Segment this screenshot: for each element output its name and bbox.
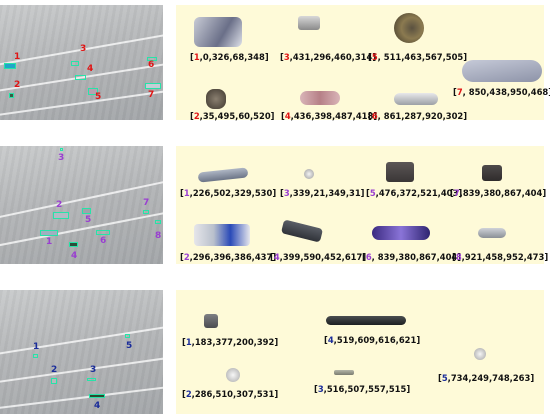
detection-box xyxy=(4,63,16,69)
row-2: 3 2 5 7 6 8 1 4 [1,226,502,329,530] [3,3… xyxy=(0,142,550,264)
aerial-image-3: 1 5 2 3 4 xyxy=(0,290,163,414)
row-1: 1 2 3 4 5 6 7 [1,0,326,68,348] [3,431,29… xyxy=(0,0,550,125)
debris-crop xyxy=(372,226,430,240)
debris-crop xyxy=(300,91,340,105)
crop-caption: [2,35,495,60,520] xyxy=(190,111,275,121)
detection-box xyxy=(9,93,14,98)
detection-box xyxy=(145,83,161,89)
debris-crop xyxy=(394,93,438,105)
detection-box xyxy=(71,61,79,66)
aerial-marker: 8 xyxy=(155,231,162,241)
row-3: 1 5 2 3 4 [1,183,377,200,392] [4,519,609… xyxy=(0,288,550,416)
debris-crop xyxy=(206,89,226,109)
aerial-marker: 2 xyxy=(51,365,58,375)
detection-box xyxy=(88,88,98,95)
crop-caption: [7,839,380,867,404] xyxy=(450,188,547,198)
aerial-marker: 6 xyxy=(148,60,155,70)
aerial-marker: 7 xyxy=(148,90,155,100)
aerial-marker: 5 xyxy=(95,92,102,102)
crop-panel-1: [1,0,326,68,348] [3,431,296,460,314] [5,… xyxy=(176,5,550,121)
aerial-marker: 1 xyxy=(14,52,21,62)
detection-box xyxy=(82,208,91,214)
crop-caption: [3,339,21,349,31] xyxy=(280,188,365,198)
crop-caption: [7, 850,438,950,468] xyxy=(453,87,550,97)
crop-caption: [1,0,326,68,348] xyxy=(190,52,269,62)
crop-panel-2: [1,226,502,329,530] [3,339,21,349,31] [5… xyxy=(176,146,548,264)
crop-caption: [3,431,296,460,314] xyxy=(280,52,377,62)
crop-caption: [8,921,458,952,473] xyxy=(452,252,549,262)
aerial-marker: 2 xyxy=(56,200,63,210)
crop-caption: [5, 511,463,567,505] xyxy=(368,52,468,62)
crop-caption: [4,399,590,452,617] xyxy=(270,252,367,262)
detection-box xyxy=(147,57,157,61)
debris-crop xyxy=(474,348,486,360)
detection-box xyxy=(40,230,58,236)
crop-caption: [6, 839,380,867,404] xyxy=(362,252,462,262)
aerial-marker: 1 xyxy=(46,237,53,247)
debris-crop xyxy=(394,13,424,43)
aerial-image-1: 1 2 3 4 5 6 7 xyxy=(0,5,163,120)
aerial-marker: 6 xyxy=(100,236,107,246)
detection-box xyxy=(143,210,149,214)
detection-box xyxy=(69,242,78,247)
debris-crop xyxy=(194,224,250,246)
aerial-image-2: 3 2 5 7 6 8 1 4 xyxy=(0,146,163,264)
debris-crop xyxy=(462,60,542,82)
detection-box xyxy=(33,354,38,358)
crop-caption: [2,286,510,307,531] xyxy=(182,389,279,399)
crop-panel-3: [1,183,377,200,392] [4,519,609,616,621] … xyxy=(176,290,544,414)
aerial-marker: 1 xyxy=(33,342,40,352)
detection-box xyxy=(53,212,69,219)
detection-box xyxy=(96,230,110,235)
crop-caption: [1,183,377,200,392] xyxy=(182,337,279,347)
debris-crop xyxy=(298,16,320,30)
aerial-marker: 4 xyxy=(71,251,78,261)
detection-box xyxy=(75,75,86,80)
detection-box xyxy=(89,394,105,398)
debris-crop xyxy=(334,370,354,375)
aerial-marker: 4 xyxy=(87,64,94,74)
aerial-marker: 2 xyxy=(14,80,21,90)
debris-crop xyxy=(482,165,502,181)
crop-caption: [4,519,609,616,621] xyxy=(324,335,421,345)
aerial-marker: 5 xyxy=(126,341,133,351)
debris-crop xyxy=(197,167,249,183)
debris-crop xyxy=(194,17,242,47)
debris-crop xyxy=(226,368,240,382)
debris-crop xyxy=(326,316,406,325)
crop-caption: [1,226,502,329,530] xyxy=(180,188,277,198)
detection-box xyxy=(155,220,161,224)
detection-box xyxy=(87,378,96,381)
aerial-marker: 7 xyxy=(143,198,150,208)
aerial-marker: 4 xyxy=(94,401,101,411)
detection-box xyxy=(51,378,57,384)
aerial-marker: 5 xyxy=(85,215,92,225)
detection-box xyxy=(125,334,130,338)
debris-crop xyxy=(304,169,314,179)
crop-caption: [5,476,372,521,403] xyxy=(366,188,463,198)
debris-crop xyxy=(280,219,324,243)
crop-caption: [2,296,396,386,437] xyxy=(180,252,277,262)
crop-caption: [4,436,398,487,418] xyxy=(281,111,378,121)
debris-crop xyxy=(386,162,414,182)
detection-box xyxy=(60,148,63,151)
aerial-marker: 3 xyxy=(58,153,65,163)
aerial-marker: 3 xyxy=(90,365,97,375)
crop-caption: [6, 861,287,920,302] xyxy=(368,111,468,121)
debris-crop xyxy=(478,228,506,238)
crop-caption: [3,516,507,557,515] xyxy=(314,384,411,394)
crop-caption: [5,734,249,748,263] xyxy=(438,373,535,383)
aerial-marker: 3 xyxy=(80,44,87,54)
debris-crop xyxy=(204,314,218,328)
